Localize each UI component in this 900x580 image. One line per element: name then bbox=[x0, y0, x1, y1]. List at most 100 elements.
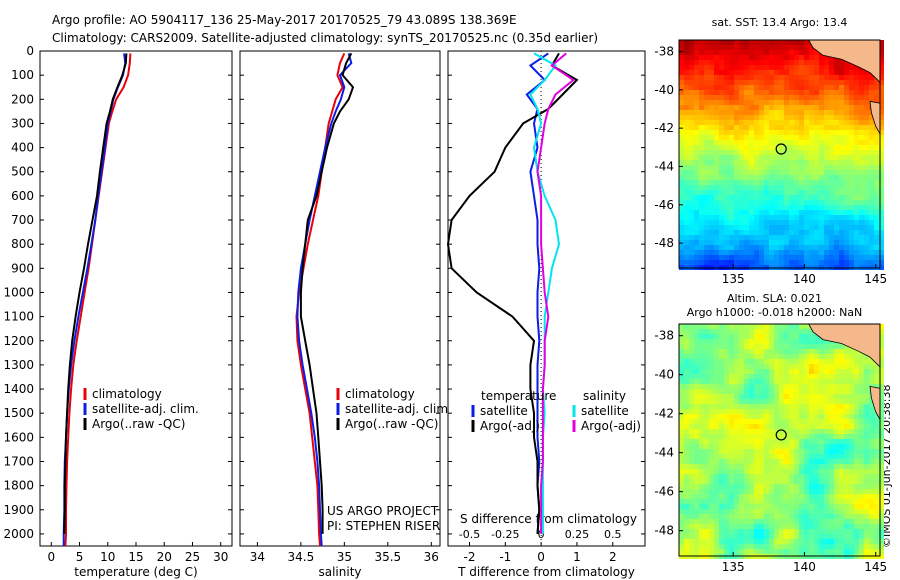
series-line bbox=[446, 52, 579, 534]
y-tick-label: -44 bbox=[654, 159, 674, 173]
header-line-2: Climatology: CARS2009. Satellite-adjuste… bbox=[52, 31, 598, 45]
temperature-frame bbox=[39, 50, 233, 547]
series-line bbox=[64, 53, 132, 547]
difference-xlabel: T difference from climatology bbox=[457, 565, 635, 579]
top-tick-label: -0.5 bbox=[459, 528, 480, 541]
x-tick-label: 0 bbox=[537, 550, 545, 564]
depth-tick-label: 400 bbox=[11, 141, 34, 155]
series-line bbox=[299, 52, 355, 534]
x-tick-label: 30 bbox=[213, 550, 228, 564]
x-tick-label: 2 bbox=[609, 550, 617, 564]
y-tick-label: -46 bbox=[654, 198, 674, 212]
x-tick-label: 35.5 bbox=[374, 550, 401, 564]
profile-location-marker bbox=[775, 143, 787, 155]
x-tick-label: 140 bbox=[793, 272, 816, 286]
depth-tick-label: 1000 bbox=[3, 285, 34, 299]
sla_map-cells bbox=[679, 324, 884, 559]
top-tick-label: 0.25 bbox=[565, 528, 590, 541]
legend-label: satellite bbox=[480, 404, 528, 418]
depth-tick-label: 1600 bbox=[3, 430, 34, 444]
legend-title: temperature bbox=[481, 389, 556, 403]
depth-tick-label: 200 bbox=[11, 92, 34, 106]
series-line bbox=[63, 53, 128, 534]
legend-label: satellite-adj. clim. bbox=[92, 402, 199, 416]
depth-tick-label: 0 bbox=[26, 44, 34, 58]
y-tick-label: -48 bbox=[654, 524, 674, 538]
sla_map-frame bbox=[678, 323, 881, 557]
x-tick-label: 20 bbox=[157, 550, 172, 564]
sst_map-cells bbox=[679, 40, 884, 270]
x-tick-label: 145 bbox=[864, 272, 887, 286]
y-tick-label: -44 bbox=[654, 446, 674, 460]
x-tick-label: 5 bbox=[76, 550, 84, 564]
depth-tick-label: 1200 bbox=[3, 334, 34, 348]
sla-title: Argo h1000: -0.018 h2000: NaN bbox=[687, 306, 863, 319]
y-tick-label: -42 bbox=[654, 121, 674, 135]
land-mass bbox=[869, 100, 881, 136]
x-tick-label: -2 bbox=[464, 550, 476, 564]
depth-tick-label: 2000 bbox=[3, 527, 34, 541]
depth-tick-label: 1800 bbox=[3, 479, 34, 493]
depth-tick-label: 1900 bbox=[3, 503, 34, 517]
depth-tick-label: 1300 bbox=[3, 358, 34, 372]
depth-tick-label: 100 bbox=[11, 68, 34, 82]
depth-tick-label: 900 bbox=[11, 261, 34, 275]
sst-title: sat. SST: 13.4 Argo: 13.4 bbox=[712, 16, 848, 29]
project-annotation: US ARGO PROJECT bbox=[327, 504, 439, 518]
top-tick-label: 0 bbox=[538, 528, 545, 541]
top-tick-label: 0.5 bbox=[604, 528, 622, 541]
header-line-1: Argo profile: AO 5904117_136 25-May-2017… bbox=[52, 13, 517, 27]
legend-label: Argo(..raw -QC) bbox=[345, 417, 438, 431]
x-tick-label: 135 bbox=[722, 560, 745, 574]
temperature-xlabel: temperature (deg C) bbox=[74, 565, 197, 579]
x-tick-label: -1 bbox=[499, 550, 511, 564]
salinity-panel: 34 34.5 35 35.5 36 salinity climatologysatelli… bbox=[239, 50, 452, 579]
depth-tick-label: 1400 bbox=[3, 382, 34, 396]
project-annotation: PI: STEPHEN RISER bbox=[327, 519, 440, 533]
sla-title: Altim. SLA: 0.021 bbox=[727, 292, 822, 305]
legend-label: Argo(-adj) bbox=[480, 419, 540, 433]
y-tick-label: -48 bbox=[654, 236, 674, 250]
y-tick-label: -38 bbox=[654, 329, 674, 343]
legend-label: satellite-adj. clim. bbox=[345, 402, 452, 416]
temperature-panel: 0100200300400500600700800900100011001200… bbox=[3, 44, 233, 579]
sst_map: 135 140 145 -38 -40 -42 -44 -46 -48 sat. SST: 13.… bbox=[654, 16, 887, 286]
legend-label: satellite bbox=[581, 404, 629, 418]
x-tick-label: 34 bbox=[250, 550, 265, 564]
x-tick-label: 36 bbox=[424, 550, 439, 564]
depth-tick-label: 1700 bbox=[3, 454, 34, 468]
x-tick-label: 35 bbox=[337, 550, 352, 564]
y-tick-label: -46 bbox=[654, 485, 674, 499]
legend-title: salinity bbox=[583, 389, 626, 403]
x-tick-label: 34.5 bbox=[288, 550, 315, 564]
difference-top-label: S difference from climatology bbox=[460, 512, 637, 526]
sst_map-frame bbox=[678, 39, 881, 269]
profile-location-marker bbox=[775, 429, 787, 441]
x-tick-label: 1 bbox=[573, 550, 581, 564]
depth-tick-label: 1500 bbox=[3, 406, 34, 420]
top-tick-label: -0.25 bbox=[491, 528, 519, 541]
legend-label: climatology bbox=[92, 387, 162, 401]
legend-label: Argo(-adj) bbox=[581, 419, 641, 433]
legend-label: Argo(..raw -QC) bbox=[92, 417, 185, 431]
depth-tick-label: 600 bbox=[11, 189, 34, 203]
sla_map: 135 140 145 -38 -40 -42 -44 -46 -48 Altim. SLA: 0… bbox=[654, 292, 887, 574]
salinity-frame bbox=[239, 50, 441, 547]
x-tick-label: 10 bbox=[100, 550, 115, 564]
x-tick-label: 140 bbox=[793, 560, 816, 574]
x-tick-label: 0 bbox=[47, 550, 55, 564]
series-line bbox=[525, 52, 549, 534]
land-mass bbox=[869, 385, 881, 420]
y-tick-label: -42 bbox=[654, 407, 674, 421]
difference-panel: -2 -1 0 1 2T difference from climatology -0.5… bbox=[446, 50, 646, 579]
series-line bbox=[296, 53, 353, 547]
salinity-xlabel: salinity bbox=[318, 565, 361, 579]
depth-tick-label: 700 bbox=[11, 213, 34, 227]
x-tick-label: 145 bbox=[864, 560, 887, 574]
depth-tick-label: 300 bbox=[11, 116, 34, 130]
x-tick-label: 15 bbox=[128, 550, 143, 564]
y-tick-label: -38 bbox=[654, 44, 674, 58]
legend-label: climatology bbox=[345, 387, 415, 401]
